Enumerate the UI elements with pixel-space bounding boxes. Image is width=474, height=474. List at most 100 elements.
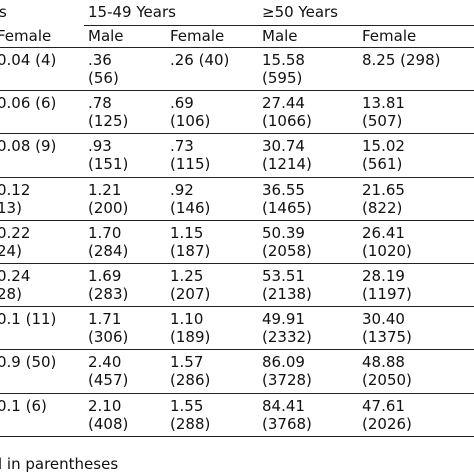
cell-text: 13) — [0, 198, 22, 217]
cell-text: 53.51 — [262, 267, 305, 285]
cell-text: 48.88 — [362, 353, 405, 372]
cell-text: (187) — [170, 241, 211, 260]
cell-text: (457) — [88, 371, 129, 390]
cell-text: (2050) — [362, 371, 412, 390]
cell-text: 0.1 (11) — [0, 310, 57, 329]
cell-text: 28.19 — [362, 267, 405, 285]
cell-text: (115) — [170, 155, 211, 174]
cell-text: (207) — [170, 285, 211, 303]
cell-text: (822) — [362, 198, 403, 217]
column-header: Female — [170, 27, 225, 45]
cell-text: 30.74 — [262, 137, 305, 156]
cell-text: .36 — [88, 51, 112, 69]
cell-text: 0.06 (6) — [0, 94, 57, 113]
cell-text: 1.70 — [88, 223, 122, 242]
cell-text: (2138) — [262, 285, 312, 303]
cell-text: 0.04 (4) — [0, 51, 57, 69]
cell-text: 1.15 — [170, 223, 204, 242]
cell-text: 26.41 — [362, 223, 405, 242]
cell-text: (1197) — [362, 285, 412, 303]
cell-text: (1214) — [262, 155, 312, 174]
group-header: s — [0, 3, 7, 21]
cell-text: .26 (40) — [170, 51, 230, 69]
cell-text: 0.9 (50) — [0, 353, 57, 372]
cell-text: 84.41 — [262, 396, 305, 415]
cell-text: 2.40 — [88, 353, 122, 372]
column-header: Male — [262, 27, 298, 45]
cell-text: (595) — [262, 69, 303, 87]
row-rule — [0, 263, 474, 264]
cell-text: (2026) — [362, 414, 412, 433]
cell-text: (3728) — [262, 371, 312, 390]
cell-text: (286) — [170, 371, 211, 390]
group-header: ≥50 Years — [262, 3, 338, 21]
cell-text: 0.12 — [0, 180, 31, 199]
cell-text: (288) — [170, 414, 211, 433]
cell-text: (125) — [88, 112, 129, 131]
cell-text: (189) — [170, 328, 211, 347]
bottom-rule — [0, 435, 474, 437]
cell-text: (1375) — [362, 328, 412, 347]
cell-text: 86.09 — [262, 353, 305, 372]
row-rule — [0, 349, 474, 351]
cell-text: 50.39 — [262, 223, 305, 242]
cell-text: 0.08 (9) — [0, 137, 57, 156]
cell-text: 1.55 — [170, 396, 204, 415]
cell-text: .78 — [88, 94, 112, 113]
column-header: Female — [362, 27, 417, 45]
cell-text: (2058) — [262, 241, 312, 260]
row-rule — [0, 133, 474, 135]
cell-text: .93 — [88, 137, 112, 156]
cell-text: (507) — [362, 112, 403, 131]
cell-text: (1020) — [362, 241, 412, 260]
cell-text: (151) — [88, 155, 129, 174]
cell-text: .69 — [170, 94, 194, 113]
column-header: Male — [88, 27, 124, 45]
cell-text: (283) — [88, 285, 129, 303]
cell-text: (1066) — [262, 112, 312, 131]
cell-text: 0.22 — [0, 223, 31, 242]
cell-text: (2332) — [262, 328, 312, 347]
row-rule — [0, 392, 474, 394]
cell-text: 28) — [0, 285, 22, 303]
row-rule — [0, 90, 474, 92]
cell-text: (284) — [88, 241, 129, 260]
column-header: Female — [0, 27, 52, 45]
cell-text: 13.81 — [362, 94, 405, 113]
cell-text: 47.61 — [362, 396, 405, 415]
group-header: 15-49 Years — [88, 3, 176, 21]
cell-text: 1.25 — [170, 267, 204, 285]
cell-text: 8.25 (298) — [362, 51, 441, 69]
cell-text: 24) — [0, 241, 22, 260]
cell-text: (561) — [362, 155, 403, 174]
cell-text: 15.02 — [362, 137, 405, 156]
cell-text: (200) — [88, 198, 129, 217]
cell-text: 0.1 (6) — [0, 396, 47, 415]
cell-text: (1465) — [262, 198, 312, 217]
cell-text: 49.91 — [262, 310, 305, 329]
row-rule — [0, 306, 474, 308]
cell-text: 2.10 — [88, 396, 122, 415]
cell-text: .73 — [170, 137, 194, 156]
footnote: l in parentheses — [0, 455, 119, 473]
cell-text: .92 — [170, 180, 194, 199]
row-rule — [0, 176, 474, 178]
cell-text: 1.10 — [170, 310, 204, 329]
cell-text: 27.44 — [262, 94, 305, 113]
cell-text: 1.57 — [170, 353, 204, 372]
cell-text: (56) — [88, 69, 119, 87]
cell-text: (146) — [170, 198, 211, 217]
cell-text: (408) — [88, 414, 129, 433]
row-rule — [0, 219, 474, 221]
cell-text: (3768) — [262, 414, 312, 433]
cell-text: (106) — [170, 112, 211, 131]
cell-text: 36.55 — [262, 180, 305, 199]
cell-text: 30.40 — [362, 310, 405, 329]
cell-text: 1.69 — [88, 267, 122, 285]
cell-text: 21.65 — [362, 180, 405, 199]
cell-text: 0.24 — [0, 267, 31, 285]
cell-text: 1.71 — [88, 310, 122, 329]
row-rule — [0, 47, 474, 48]
header-rule — [84, 25, 474, 26]
